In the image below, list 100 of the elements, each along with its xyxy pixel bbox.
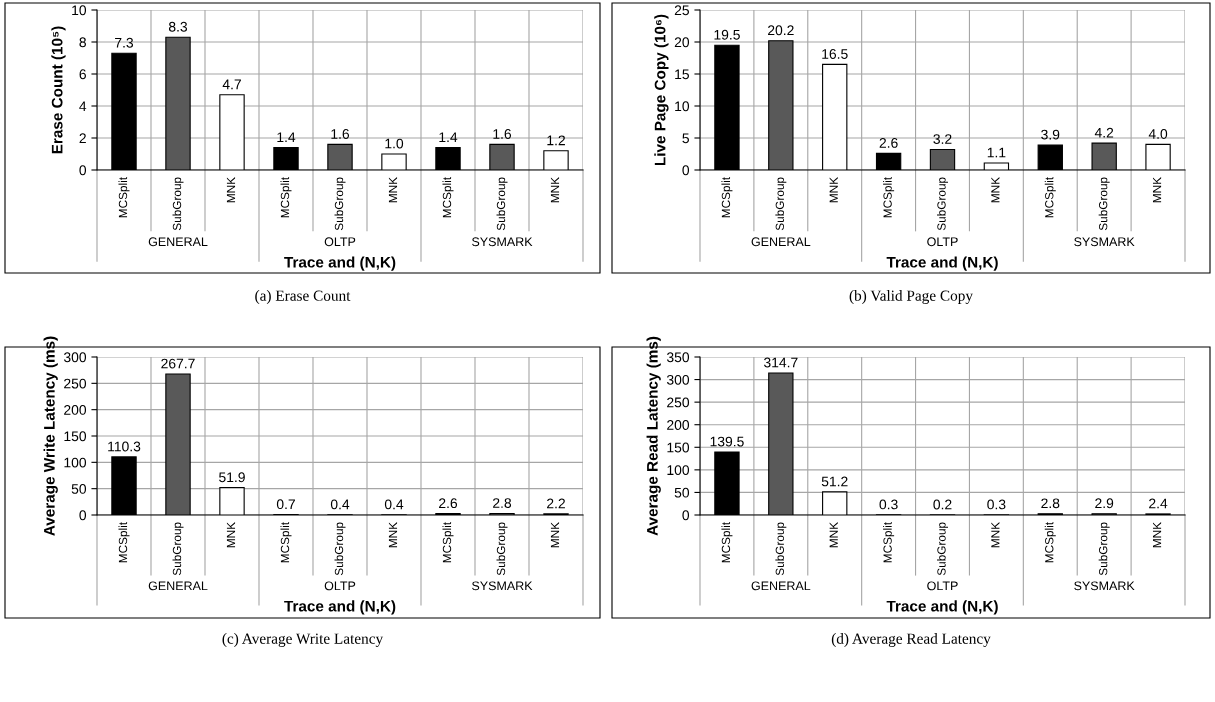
data-label: 2.2	[547, 498, 565, 509]
x-tick-label: MCSplit	[118, 177, 130, 218]
data-label: 1.2	[547, 135, 565, 146]
x-tick-label: MCSplit	[1044, 522, 1056, 563]
data-label: 139.5	[710, 436, 744, 447]
y-tick-label: 100	[667, 465, 690, 476]
data-label: 1.0	[385, 138, 404, 149]
x-tick-label: SubGroup	[334, 522, 346, 576]
text: GENERAL	[148, 581, 208, 591]
x-tick-label: MNK	[829, 177, 838, 203]
text: OLTP	[927, 581, 958, 591]
data-label: 16.5	[822, 49, 848, 59]
x-tick-label: SubGroup	[775, 177, 787, 231]
x-tick-label: SubGroup	[1098, 522, 1110, 576]
x-tick-label: MCSplit	[721, 522, 733, 563]
x-tick-label: SubGroup	[1098, 177, 1110, 231]
data-label: 0.4	[330, 499, 350, 510]
data-label: 0.4	[384, 499, 404, 510]
y-tick-label: 0	[682, 510, 690, 521]
x-tick-label: MCSplit	[442, 177, 454, 218]
y-tick-label: 150	[667, 442, 690, 453]
data-label: 4.0	[1148, 129, 1168, 139]
data-label: 2.8	[1041, 498, 1060, 509]
data-label: 0.3	[879, 499, 898, 510]
y-tick-label: 0	[79, 510, 87, 521]
text: GENERAL	[751, 581, 811, 591]
x-tick-label: SubGroup	[334, 177, 346, 231]
x-axis-title: Trace and (N,K)	[284, 600, 396, 615]
data-label: 1.4	[439, 132, 458, 142]
text: GENERAL	[148, 237, 208, 247]
y-tick-label: 50	[71, 484, 87, 494]
data-label: 1.4	[277, 132, 296, 142]
x-tick-label: MNK	[829, 522, 838, 548]
y-tick-label: 200	[667, 420, 690, 430]
data-label: 110.3	[108, 441, 141, 452]
text: SYSMARK	[472, 581, 533, 591]
data-label: 4.7	[222, 79, 241, 90]
x-tick-label: MNK	[991, 522, 1000, 548]
data-label: 51.9	[219, 472, 245, 483]
data-label: 2.9	[1095, 498, 1114, 509]
data-label: 2.6	[439, 498, 458, 509]
y-axis-title: Erase Count (10⁵)	[51, 26, 66, 154]
x-tick-label: MCSplit	[118, 522, 130, 563]
text: SYSMARK	[1074, 581, 1135, 591]
text: SYSMARK	[472, 237, 533, 247]
x-tick-label: MCSplit	[883, 177, 895, 218]
y-tick-label: 200	[64, 405, 87, 415]
text: OLTP	[324, 581, 356, 591]
text: (b) Valid Page Copy	[849, 290, 973, 304]
text: (c) Average Write Latency	[222, 633, 384, 647]
data-label: 7.3	[115, 37, 134, 48]
x-tick-label: MCSplit	[442, 522, 454, 563]
x-tick-label: SubGroup	[496, 522, 508, 576]
y-tick-label: 300	[63, 352, 87, 363]
data-label: 2.4	[1149, 498, 1168, 509]
data-label: 314.7	[763, 357, 798, 368]
y-tick-label: 150	[64, 431, 87, 442]
data-label: 1.6	[493, 129, 512, 139]
x-tick-label: SubGroup	[937, 522, 948, 576]
data-label: 3.9	[1041, 129, 1060, 140]
y-tick-label: 6	[79, 69, 86, 80]
y-tick-label: 25	[674, 5, 689, 16]
x-axis-title: Trace and (N,K)	[886, 600, 998, 615]
y-tick-label: 2	[79, 133, 86, 144]
data-label: 2.6	[879, 138, 898, 148]
data-label: 3.2	[933, 134, 952, 144]
data-label: 8.3	[168, 21, 188, 32]
y-tick-label: 8	[79, 37, 86, 48]
y-tick-label: 20	[674, 37, 690, 48]
x-tick-label: MCSplit	[721, 177, 733, 218]
y-tick-label: 350	[666, 352, 690, 363]
data-label: 1.6	[331, 129, 350, 139]
data-label: 51.2	[821, 476, 848, 487]
x-tick-label: SubGroup	[496, 177, 508, 231]
x-tick-label: MNK	[388, 522, 398, 548]
x-tick-label: MCSplit	[1044, 177, 1056, 218]
x-tick-label: MNK	[388, 177, 398, 203]
y-tick-label: 5	[682, 133, 689, 144]
text: (d) Average Read Latency	[831, 633, 991, 647]
data-label: 267.7	[161, 358, 195, 369]
x-axis-title: Trace and (N,K)	[284, 256, 396, 271]
y-axis-title: Live Page Copy (10⁶)	[654, 14, 669, 166]
x-tick-label: MNK	[226, 522, 236, 548]
x-tick-label: MNK	[550, 177, 560, 203]
data-label: 0.2	[933, 499, 952, 510]
y-tick-label: 300	[666, 374, 690, 385]
x-tick-label: MNK	[226, 177, 236, 203]
y-tick-label: 100	[64, 457, 87, 468]
data-label: 1.1	[987, 147, 1006, 158]
y-tick-label: 250	[64, 378, 87, 389]
x-tick-label: MNK	[1152, 177, 1162, 203]
text: OLTP	[324, 237, 356, 247]
text: SYSMARK	[1074, 237, 1135, 247]
y-tick-label: 15	[675, 69, 689, 80]
x-tick-label: MNK	[1152, 522, 1162, 548]
x-tick-label: MCSplit	[280, 522, 292, 563]
x-tick-label: SubGroup	[775, 522, 787, 576]
data-label: 19.5	[714, 29, 740, 40]
text: OLTP	[927, 237, 958, 247]
x-axis-title: Trace and (N,K)	[886, 256, 998, 271]
